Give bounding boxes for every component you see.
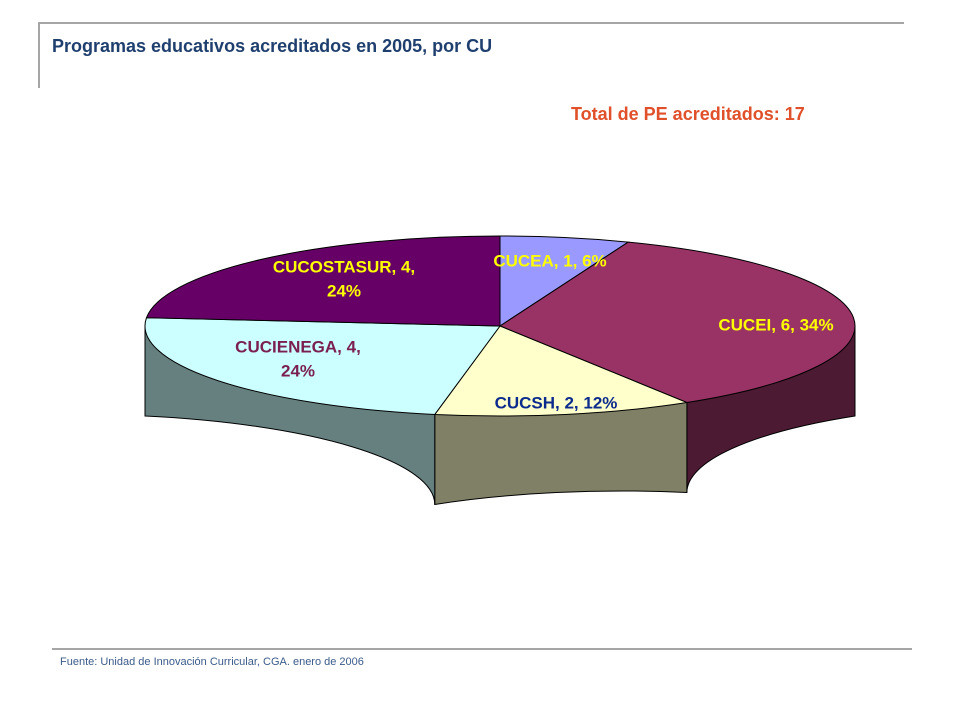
total-accredited-label: Total de PE acreditados: 17 [571,104,805,124]
footer-divider [52,648,912,650]
pie-slice-cucienega [144,317,501,415]
pie-slice-cucei [498,241,856,404]
page-title: Programas educativos acreditados en 2005… [52,36,493,56]
left-frame-line [38,22,40,88]
pie-slice-cucsh [433,325,689,417]
slice-label-cucea: CUCEA, 1, 6% [493,251,606,270]
slice-label-cucienega-line-1: CUCIENEGA, 4, [235,337,361,356]
slice-label-cucostasur-line-1: CUCOSTASUR, 4, [273,257,415,276]
slice-label-cucienega-line-2: 24% [281,361,315,380]
slice-label-cucostasur-line-2: 24% [327,281,361,300]
slice-label-cucsh: CUCSH, 2, 12% [495,393,618,412]
pie-slice-cucostasur [145,235,501,327]
pie-top-slices [144,235,856,417]
pie-side-cucsh [434,400,688,506]
source-footnote: Fuente: Unidad de Innovación Curricular,… [60,656,364,668]
pie-slice-cucea [499,235,630,327]
top-frame-line [40,22,904,24]
slice-label-cucei: CUCEI, 6, 34% [718,315,833,334]
pie-labels: CUCEA, 1, 6% CUCEI, 6, 34% CUCSH, 2, 12% CU… [235,251,833,412]
